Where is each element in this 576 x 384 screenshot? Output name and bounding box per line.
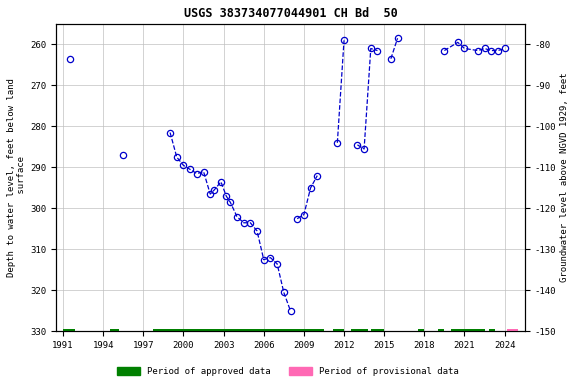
Bar [371,329,384,334]
Bar [334,329,344,334]
Title: USGS 383734077044901 CH Bd  50: USGS 383734077044901 CH Bd 50 [184,7,397,20]
Bar [488,329,495,334]
Bar [63,329,75,334]
Y-axis label: Depth to water level, feet below land
 surface: Depth to water level, feet below land su… [7,78,26,277]
Bar [110,329,119,334]
Bar [451,329,484,334]
Bar [153,329,324,334]
Bar [507,329,518,334]
Legend: Period of approved data, Period of provisional data: Period of approved data, Period of provi… [114,363,462,379]
Bar [351,329,368,334]
Bar [438,329,445,334]
Bar [418,329,425,334]
Y-axis label: Groundwater level above NGVD 1929, feet: Groundwater level above NGVD 1929, feet [560,73,569,283]
